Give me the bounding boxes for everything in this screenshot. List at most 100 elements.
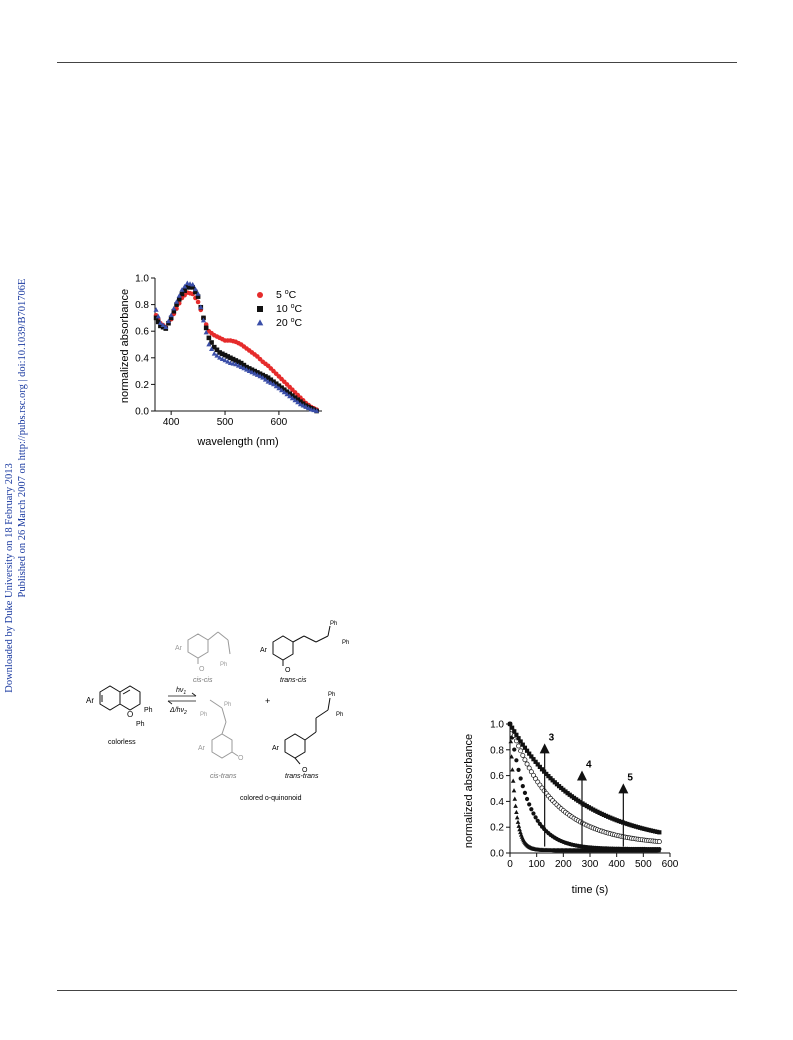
plus-sign: +	[265, 696, 270, 706]
cis-cis-ph: Ph	[220, 662, 227, 668]
chart-axes: 0 100 200 300 400 500 600 0.0 0.2 0.4 0.6 0.8 1.0	[490, 720, 679, 871]
data-point	[522, 757, 528, 763]
data-point	[644, 827, 649, 832]
data-point	[550, 778, 555, 783]
data-point	[565, 791, 570, 796]
data-point	[190, 285, 196, 290]
start-ph1-label: Ph	[144, 707, 153, 714]
data-point	[163, 324, 169, 330]
data-point	[276, 385, 282, 391]
x-tick-label: 300	[582, 859, 599, 870]
data-point	[155, 313, 161, 319]
data-point	[593, 808, 598, 813]
data-point	[185, 285, 190, 290]
start-ar-label: Ar	[86, 696, 94, 705]
data-point	[544, 771, 549, 777]
data-point	[650, 828, 656, 834]
data-point	[529, 807, 534, 812]
data-point	[182, 283, 188, 289]
data-point	[657, 846, 662, 852]
data-point	[524, 796, 530, 802]
data-point	[211, 344, 217, 350]
data-point	[569, 794, 574, 799]
data-point	[279, 387, 285, 393]
annotation-arrowhead	[577, 770, 587, 781]
x-axis-label: time (s)	[572, 884, 609, 896]
data-point	[287, 393, 293, 399]
data-point	[522, 790, 528, 796]
reverse-hv-label: Δ/hν2	[169, 707, 187, 716]
data-point	[238, 360, 244, 366]
data-point	[195, 291, 201, 296]
cis-cis-ar: Ar	[175, 645, 183, 652]
data-point	[559, 785, 564, 791]
data-point	[516, 767, 521, 773]
data-point	[174, 302, 179, 307]
legend-marker	[256, 319, 264, 326]
data-point	[211, 351, 217, 356]
data-point	[524, 748, 530, 753]
data-point	[514, 815, 520, 820]
data-point	[233, 358, 239, 363]
data-point	[236, 359, 241, 365]
legend-label: 5 oC	[276, 289, 297, 301]
data-point	[629, 823, 634, 828]
data-point	[198, 304, 204, 310]
data-point	[225, 354, 231, 359]
data-point	[303, 404, 309, 409]
data-point	[238, 364, 244, 369]
data-point	[228, 355, 233, 361]
data-point	[513, 803, 518, 808]
data-point	[230, 356, 236, 362]
data-point	[510, 778, 516, 783]
cis-trans-ar: Ar	[198, 745, 206, 752]
data-point	[574, 797, 579, 802]
data-point	[571, 795, 577, 800]
data-point	[582, 802, 587, 807]
equilibrium-arrows	[167, 692, 197, 705]
data-point	[241, 362, 247, 368]
data-point	[171, 308, 177, 314]
x-tick-label: 600	[271, 417, 288, 428]
data-point	[193, 289, 198, 295]
top-rule	[57, 62, 737, 63]
y-tick-label: 0.0	[135, 407, 149, 418]
data-point	[252, 371, 258, 376]
data-point	[233, 361, 239, 367]
x-tick-label: 200	[555, 859, 572, 870]
data-point	[190, 281, 196, 287]
data-point	[214, 353, 220, 358]
data-point	[512, 747, 517, 752]
data-point	[516, 736, 521, 741]
data-point	[270, 381, 277, 387]
data-point	[510, 767, 515, 772]
download-notice: Downloaded by Duke University on 18 Febr…	[0, 0, 40, 1040]
data-point	[531, 772, 536, 778]
data-point	[222, 357, 228, 363]
data-point	[576, 798, 581, 803]
data-point	[515, 819, 521, 824]
data-point	[241, 365, 247, 371]
photochromic-scheme: Ar O Ph Ph colorless hν1 Δ/hν2 + Ar O Ph…	[80, 620, 380, 810]
data-point	[257, 373, 263, 379]
x-tick-label: 400	[608, 859, 625, 870]
data-point	[548, 776, 553, 781]
data-point	[586, 805, 592, 810]
y-tick-label: 0.8	[135, 300, 149, 311]
data-point	[625, 821, 630, 827]
colored-o-quinonoid-caption: colored o-quinonoid	[240, 795, 302, 802]
data-point	[535, 762, 540, 767]
chart-legend: 5 oC 10 oC 20 oC	[256, 289, 303, 329]
data-point	[517, 827, 522, 832]
data-point	[295, 399, 301, 405]
annotation-label: 4	[586, 759, 592, 770]
data-point	[195, 294, 201, 299]
data-point	[618, 819, 624, 824]
data-point	[511, 788, 517, 793]
data-point	[633, 824, 638, 829]
decay-kinetics-figure: 0 100 200 300 400 500 600 0.0 0.2 0.4 0.6 0.8 1.0 3 4…	[460, 715, 690, 900]
data-point	[535, 818, 540, 823]
ring-oxygen-label: O	[127, 710, 133, 719]
data-point	[648, 828, 653, 833]
data-point	[518, 829, 523, 835]
